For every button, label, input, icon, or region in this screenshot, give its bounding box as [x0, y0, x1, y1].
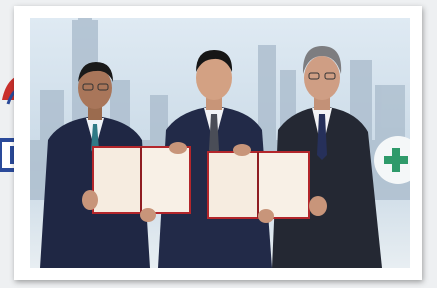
- signed-folder: [93, 147, 190, 213]
- page: (() => { const data = JSON.parse(documen…: [0, 0, 437, 288]
- signed-folder: [208, 152, 309, 218]
- photo-card: [0, 0, 437, 288]
- photo: [30, 18, 422, 268]
